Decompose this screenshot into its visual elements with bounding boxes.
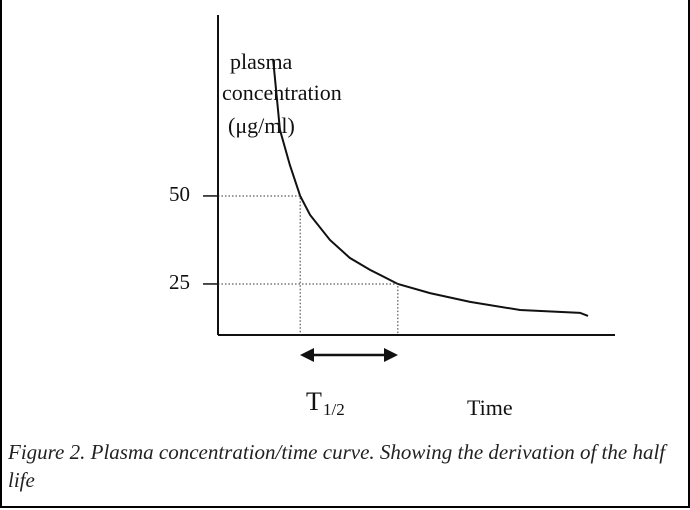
concentration-curve <box>272 59 589 317</box>
arrow-head <box>300 348 314 362</box>
arrow-head <box>384 348 398 362</box>
guide-line <box>218 283 399 335</box>
y-tick-label: 50 <box>169 182 190 206</box>
annotation: T <box>306 387 322 416</box>
y-tick-label: 25 <box>169 270 190 294</box>
guide-line <box>218 195 301 335</box>
annotation-subscript: 1/2 <box>323 400 345 419</box>
figure-caption: Figure 2. Plasma concentration/time curv… <box>8 440 666 492</box>
y-axis-label: (μg/ml) <box>228 113 295 138</box>
y-axis-label: concentration <box>222 80 342 105</box>
x-axis-label: Time <box>467 395 513 420</box>
y-axis-label: plasma <box>230 49 293 74</box>
